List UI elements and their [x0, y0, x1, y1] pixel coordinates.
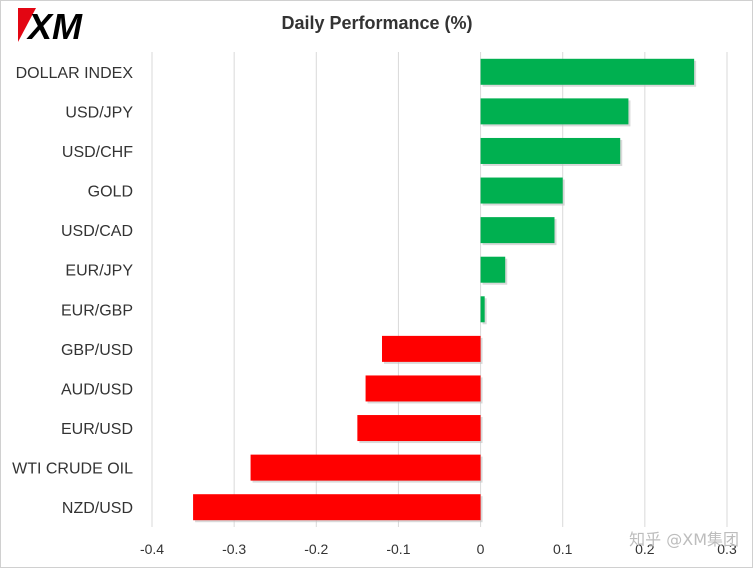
- bar: [357, 415, 481, 442]
- watermark: 知乎 @XM集团: [629, 530, 739, 549]
- bar: [480, 98, 629, 125]
- xm-logo: XM: [18, 6, 83, 44]
- category-label: AUD/USD: [61, 381, 133, 398]
- category-label: USD/CAD: [61, 223, 133, 240]
- bar: [382, 335, 481, 362]
- category-label: EUR/USD: [61, 421, 133, 438]
- x-tick-label: -0.2: [304, 541, 328, 557]
- category-label: EUR/JPY: [65, 263, 133, 280]
- category-label: NZD/USD: [62, 500, 133, 517]
- bar: [193, 494, 481, 521]
- x-tick-label: 0.1: [553, 541, 573, 557]
- x-tick-label: 0.3: [717, 541, 737, 557]
- gridlines: [151, 52, 728, 527]
- x-tick-label: -0.3: [222, 541, 246, 557]
- category-label: DOLLAR INDEX: [16, 65, 134, 82]
- category-label: EUR/GBP: [61, 302, 133, 319]
- category-label: GBP/USD: [61, 342, 133, 359]
- logo-text: XM: [26, 6, 83, 44]
- x-tick-label: 0.2: [635, 541, 655, 557]
- bar: [250, 454, 481, 481]
- category-label: GOLD: [88, 184, 133, 201]
- bar: [480, 58, 695, 85]
- category-label: USD/JPY: [65, 104, 133, 121]
- category-labels: DOLLAR INDEX USD/JPY USD/CHF GOLD USD/CAD EUR…: [12, 65, 133, 517]
- category-label: WTI CRUDE OIL: [12, 461, 133, 478]
- bar: [480, 217, 555, 244]
- chart-title: Daily Performance (%): [281, 13, 472, 33]
- x-tick-label: -0.4: [140, 541, 164, 557]
- x-tick-label: 0: [477, 541, 485, 557]
- bar: [480, 256, 506, 283]
- bar: [480, 296, 485, 323]
- bar: [365, 375, 481, 402]
- bar: [480, 177, 563, 204]
- category-label: USD/CHF: [62, 144, 133, 161]
- bars: [193, 58, 697, 523]
- x-tick-label: -0.1: [386, 541, 410, 557]
- bar: [480, 137, 621, 164]
- x-tick-labels: -0.4 -0.3 -0.2 -0.1 0 0.1 0.2 0.3: [140, 541, 737, 557]
